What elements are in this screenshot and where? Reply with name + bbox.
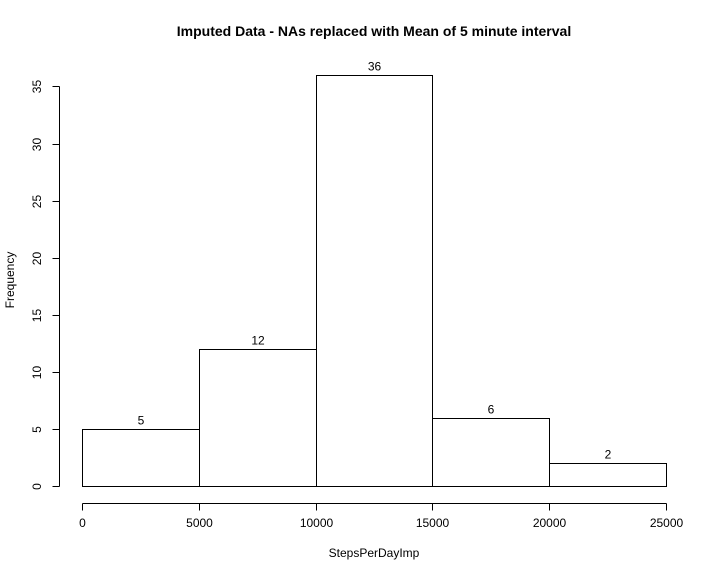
y-tick-label: 15 [30, 309, 44, 323]
bar-data-label: 36 [368, 60, 382, 74]
histogram-bar [82, 429, 200, 487]
y-tick-label: 10 [30, 366, 44, 380]
histogram-bar [432, 418, 550, 487]
y-tick-label: 5 [30, 426, 44, 433]
x-tick-label: 10000 [300, 516, 334, 530]
y-axis: 0 5 10 15 20 25 30 35 [30, 80, 60, 490]
histogram-bar [549, 463, 667, 487]
bars-group [82, 75, 667, 487]
y-tick-label: 25 [30, 195, 44, 209]
x-tick-label: 5000 [186, 516, 213, 530]
x-tick-label: 25000 [650, 516, 684, 530]
y-tick-label: 20 [30, 252, 44, 266]
y-tick-label: 30 [30, 138, 44, 152]
y-axis-label: Frequency [3, 252, 17, 309]
chart-title: Imputed Data - NAs replaced with Mean of… [177, 23, 571, 39]
data-labels-group: 5 12 36 6 2 [138, 60, 612, 462]
x-tick-label: 0 [79, 516, 86, 530]
x-tick-label: 15000 [416, 516, 450, 530]
bar-data-label: 6 [488, 403, 495, 417]
y-tick-label: 35 [30, 80, 44, 94]
bar-data-label: 5 [138, 414, 145, 428]
histogram-bar [316, 75, 433, 487]
x-axis: 0 5000 10000 15000 20000 25000 [79, 503, 684, 530]
x-tick-label: 20000 [533, 516, 567, 530]
bar-data-label: 12 [251, 334, 265, 348]
x-axis-label: StepsPerDayImp [329, 546, 420, 560]
histogram-bar [199, 349, 317, 487]
y-tick-label: 0 [30, 483, 44, 490]
bar-data-label: 2 [605, 448, 612, 462]
